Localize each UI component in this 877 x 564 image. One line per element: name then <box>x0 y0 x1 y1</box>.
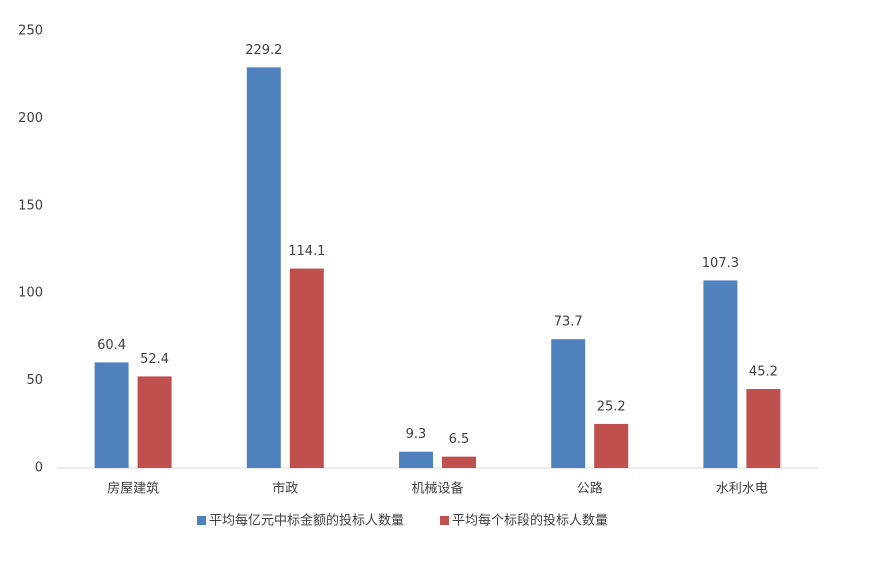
data-label: 25.2 <box>597 399 626 414</box>
bar <box>246 67 281 468</box>
legend-swatch <box>197 516 206 525</box>
data-label: 107.3 <box>702 256 739 271</box>
bar <box>551 339 586 468</box>
data-label: 9.3 <box>406 427 427 442</box>
legend-label: 平均每个标段的投标人数量 <box>452 513 608 529</box>
y-tick-label: 250 <box>18 24 43 39</box>
y-tick-label: 0 <box>35 461 43 476</box>
bar <box>289 268 324 468</box>
bar <box>703 280 738 468</box>
data-label: 60.4 <box>97 338 126 353</box>
data-label: 73.7 <box>554 315 583 330</box>
bar <box>442 456 476 468</box>
x-tick-label: 公路 <box>577 481 603 497</box>
data-label: 52.4 <box>140 352 169 367</box>
y-tick-label: 50 <box>26 373 43 388</box>
y-tick-label: 200 <box>18 111 43 126</box>
y-tick-label: 150 <box>18 198 43 213</box>
legend-swatch <box>440 516 450 525</box>
y-tick-label: 100 <box>18 286 43 301</box>
x-tick-label: 水利水电 <box>716 482 768 497</box>
x-tick-label: 市政 <box>272 481 298 497</box>
data-label: 114.1 <box>288 244 325 259</box>
data-label: 229.2 <box>245 43 282 58</box>
data-label: 45.2 <box>749 364 778 379</box>
legend-label: 平均每亿元中标金额的投标人数量 <box>209 513 404 529</box>
x-tick-label: 机械设备 <box>411 481 463 497</box>
bar <box>399 451 433 468</box>
bar <box>94 362 129 468</box>
x-tick-label: 房屋建筑 <box>107 481 159 497</box>
bar <box>746 388 781 468</box>
data-label: 6.5 <box>449 432 470 447</box>
bar <box>137 376 172 468</box>
bar <box>594 423 629 468</box>
